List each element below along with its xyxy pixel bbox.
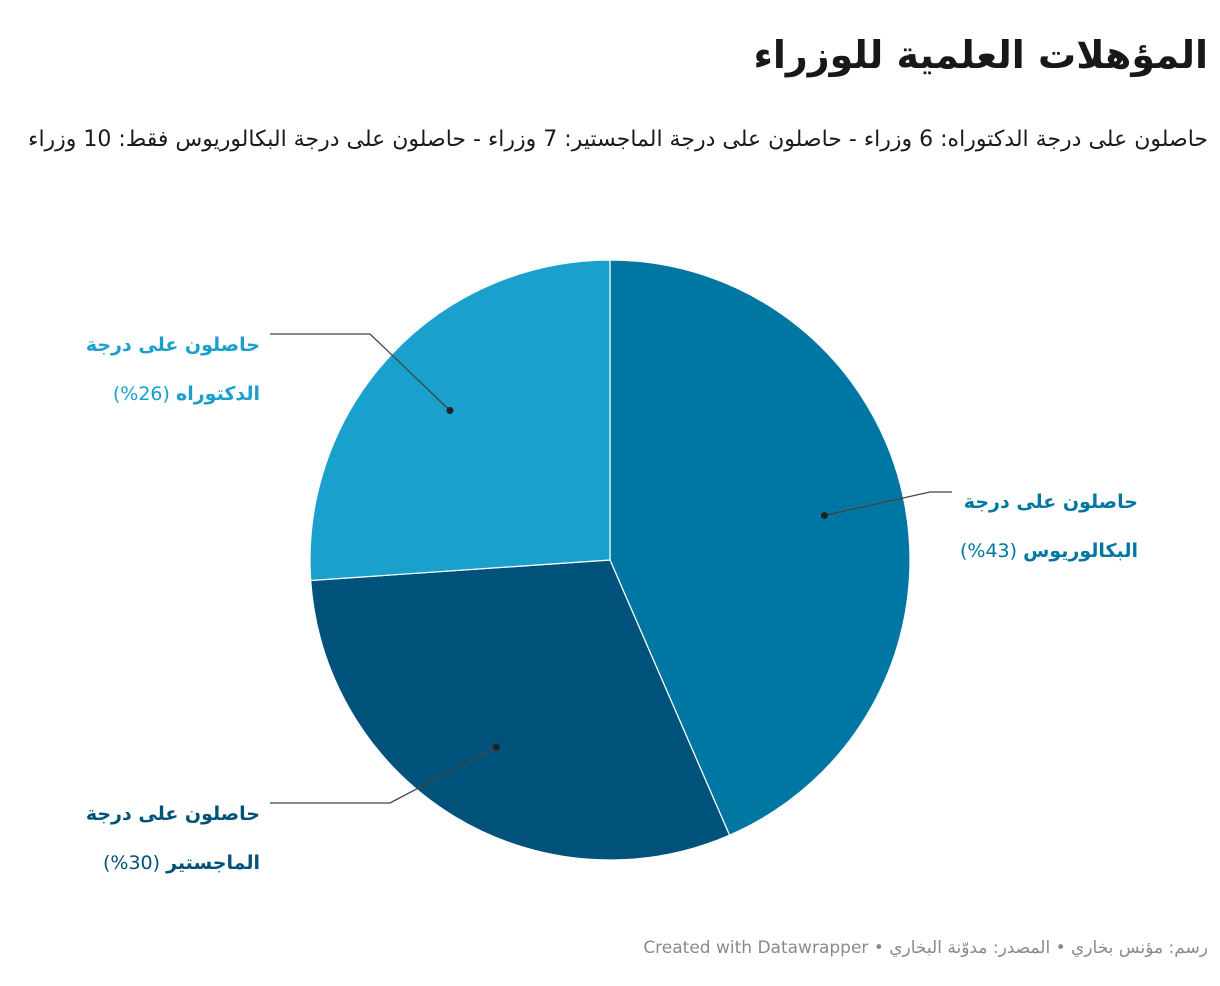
slice-label-line1: حاصلون على درجة bbox=[963, 491, 1138, 513]
slice-percent: (43%) bbox=[960, 540, 1018, 562]
slice-label-master: حاصلون على درجة الماجستير (30%) bbox=[86, 790, 260, 888]
leader-line bbox=[270, 333, 451, 411]
pie-slice-bachelor bbox=[609, 259, 911, 836]
slice-label-line1: حاصلون على درجة bbox=[85, 334, 260, 356]
pie-slice-doctorate bbox=[309, 259, 611, 582]
slice-percent: (30%) bbox=[102, 852, 161, 874]
leader-line bbox=[824, 491, 952, 517]
slice-label-doctorate: حاصلون على درجة الدكتوراه (26%) bbox=[86, 321, 260, 419]
chart-footer: رسم: مؤنس بخاري • المصدر: مدوّنة البخاري… bbox=[643, 938, 1208, 958]
chart-subtitle: حاصلون على درجة الدكتوراه: 6 وزراء - حاص… bbox=[28, 127, 1208, 152]
leader-dot bbox=[820, 511, 828, 519]
leader-line bbox=[270, 746, 497, 804]
leader-dot bbox=[492, 743, 500, 751]
slice-label-line2: الدكتوراه bbox=[175, 383, 260, 405]
slice-percent: (26%) bbox=[112, 383, 170, 405]
leader-dot bbox=[446, 407, 454, 415]
chart-title: المؤهلات العلمية للوزراء bbox=[753, 33, 1208, 77]
slice-label-line1: حاصلون على درجة bbox=[85, 803, 260, 825]
slice-label-bachelor: حاصلون على درجة البكالوريوس (43%) bbox=[960, 478, 1138, 576]
pie-slice-master bbox=[310, 559, 731, 861]
slice-label-line2: البكالوريوس bbox=[1023, 540, 1138, 562]
slice-label-line2: الماجستير bbox=[166, 852, 260, 874]
